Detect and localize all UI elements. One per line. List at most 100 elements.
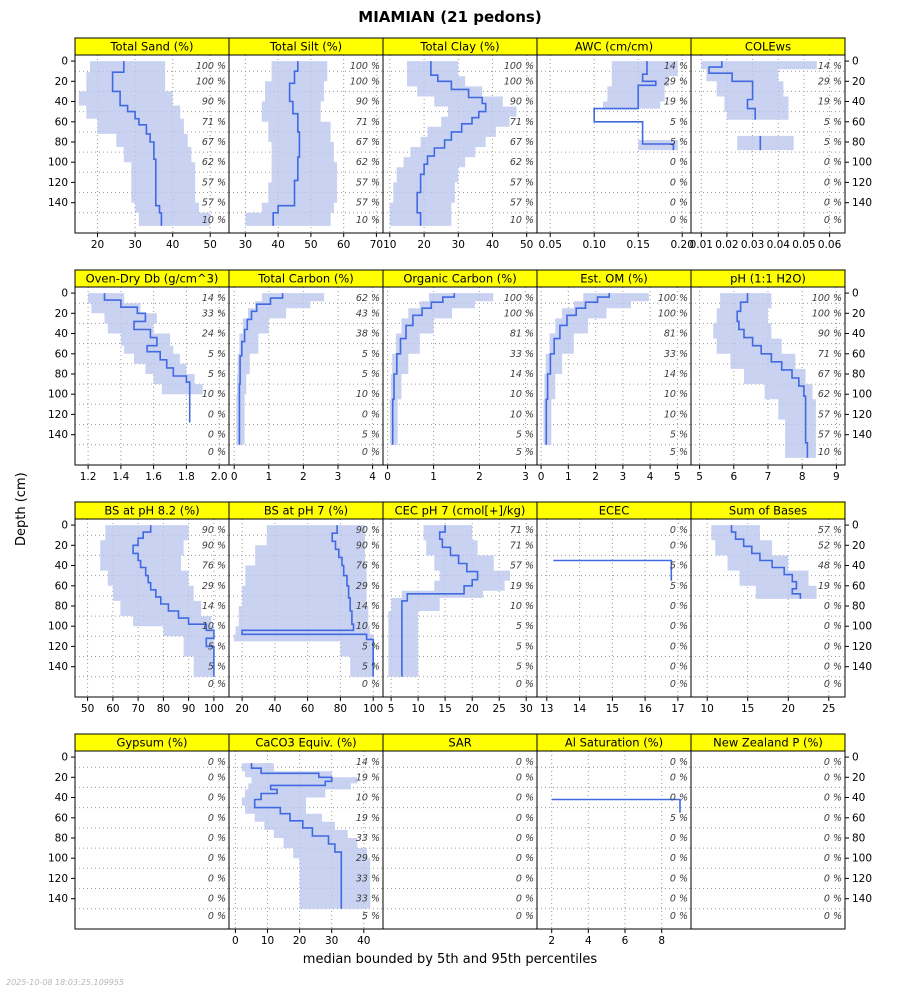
- depth-tick-label: 20: [55, 540, 68, 552]
- x-tick-label: 5: [674, 471, 681, 483]
- contributing-fraction-label: 0 %: [670, 157, 688, 168]
- x-tick-label: 60: [337, 239, 350, 251]
- contributing-fraction-label: 0 %: [824, 198, 842, 209]
- panel-organic-carbon: 100 % 100 % 81 % 33 % 14 % 10 % 10 % 5 % 5 % Orga…: [382, 269, 538, 483]
- contributing-fraction-label: 0 %: [208, 853, 226, 864]
- contributing-fraction-label: 5 %: [670, 561, 688, 572]
- percentile-band: [388, 525, 510, 677]
- panel-bg: [691, 751, 845, 929]
- contributing-fraction-label: 0 %: [824, 662, 842, 673]
- contributing-fraction-label: 5 %: [516, 447, 534, 458]
- x-tick-label: 2.0: [211, 471, 228, 483]
- contributing-fraction-label: 0 %: [670, 793, 688, 804]
- x-tick-label: 0.06: [818, 239, 842, 251]
- contributing-fraction-label: 76 %: [202, 561, 226, 572]
- panel-bg: [537, 751, 691, 929]
- contributing-fraction-label: 0 %: [824, 813, 842, 824]
- x-tick-label: 0: [232, 935, 239, 947]
- x-tick-label: 1.4: [113, 471, 130, 483]
- x-tick-label: 0.10: [583, 239, 606, 251]
- contributing-fraction-label: 100 %: [350, 76, 380, 87]
- x-tick-label: 5: [388, 703, 395, 715]
- median-line: [391, 293, 456, 445]
- x-tick-label: 10: [411, 703, 424, 715]
- panel-bg: [75, 751, 229, 929]
- x-tick-label: 20: [466, 703, 479, 715]
- contributing-fraction-label: 57 %: [356, 198, 380, 209]
- contributing-fraction-label: 14 %: [202, 293, 226, 304]
- x-tick-label: 30: [325, 935, 338, 947]
- x-tick-label: 14: [573, 703, 587, 715]
- median-line: [241, 525, 375, 677]
- contributing-fraction-label: 0 %: [208, 772, 226, 783]
- contributing-fraction-label: 5 %: [824, 117, 842, 128]
- x-tick-label: 100: [204, 703, 224, 715]
- contributing-fraction-label: 10 %: [510, 215, 534, 226]
- contributing-fraction-label: 33 %: [202, 308, 226, 319]
- median-line: [730, 525, 802, 599]
- x-tick-label: 3: [620, 471, 627, 483]
- depth-tick-label: 40: [55, 328, 68, 340]
- panel-ph-1-1-h2o: 100 % 100 % 90 % 71 % 67 % 62 % 57 % 57 % 10 % pH…: [690, 269, 846, 483]
- x-tick-label: 1.8: [178, 471, 195, 483]
- panel-bs-at-ph-8-2: 90 % 90 % 76 % 29 % 14 % 10 % 5 % 5 % 0 % BS at p…: [74, 501, 230, 715]
- contributing-fraction-label: 0 %: [362, 447, 380, 458]
- x-tick-label: 30: [239, 239, 252, 251]
- contributing-fraction-label: 0 %: [516, 833, 534, 844]
- contributing-fraction-label: 62 %: [356, 157, 380, 168]
- depth-tick-label: 40: [55, 96, 68, 108]
- panel-strip: [690, 37, 846, 56]
- contributing-fraction-label: 0 %: [670, 772, 688, 783]
- x-tick-label: 0.01: [690, 239, 713, 251]
- contributing-fraction-label: 90 %: [202, 525, 226, 536]
- panel-title: ECEC: [599, 504, 630, 518]
- percentile-band: [737, 135, 794, 151]
- depth-tick-label: 20: [852, 76, 865, 88]
- contributing-fraction-label: 0 %: [516, 911, 534, 922]
- contributing-fraction-label: 5 %: [362, 369, 380, 380]
- contributing-fraction-label: 33 %: [356, 873, 380, 884]
- depth-tick-label: 100: [48, 853, 68, 865]
- depth-tick-label: 0: [852, 520, 859, 532]
- x-tick-label: 100: [363, 703, 383, 715]
- x-tick-label: 0.15: [627, 239, 650, 251]
- depth-tick-label: 40: [55, 560, 68, 572]
- x-tick-label: 6: [730, 471, 737, 483]
- x-tick-label: 15: [606, 703, 619, 715]
- contributing-fraction-label: 19 %: [664, 97, 688, 108]
- contributing-fraction-label: 57 %: [818, 409, 842, 420]
- x-tick-label: 10: [701, 703, 714, 715]
- contributing-fraction-label: 38 %: [356, 329, 380, 340]
- panel-strip: [690, 269, 846, 288]
- x-tick-label: 0.04: [767, 239, 791, 251]
- x-tick-label: 70: [370, 239, 383, 251]
- x-tick-label: 3: [335, 471, 342, 483]
- contributing-fraction-label: 100 %: [812, 293, 842, 304]
- percentile-band: [638, 140, 678, 151]
- median-line: [736, 293, 809, 458]
- x-tick-label: 25: [822, 703, 835, 715]
- contributing-fraction-label: 0 %: [824, 793, 842, 804]
- contributing-fraction-label: 0 %: [670, 911, 688, 922]
- contributing-fraction-label: 71 %: [510, 117, 534, 128]
- depth-tick-label: 60: [55, 580, 68, 592]
- depth-tick-label: 120: [48, 409, 68, 421]
- depth-tick-label: 140: [48, 429, 68, 441]
- contributing-fraction-label: 10 %: [510, 389, 534, 400]
- percentile-band: [701, 61, 817, 120]
- depth-tick-label: 0: [852, 56, 859, 68]
- contributing-fraction-label: 33 %: [664, 349, 688, 360]
- contributing-fraction-label: 0 %: [670, 833, 688, 844]
- contributing-fraction-label: 81 %: [664, 329, 688, 340]
- x-tick-label: 9: [833, 471, 840, 483]
- contributing-fraction-label: 0 %: [670, 757, 688, 768]
- contributing-fraction-label: 19 %: [356, 772, 380, 783]
- panel-total-sand: 100 % 100 % 90 % 71 % 67 % 62 % 57 % 57 % 10 % To…: [74, 37, 230, 251]
- contributing-fraction-label: 0 %: [670, 215, 688, 226]
- depth-tick-label: 40: [852, 792, 865, 804]
- contributing-fraction-label: 29 %: [356, 581, 380, 592]
- contributing-fraction-label: 0 %: [824, 157, 842, 168]
- contributing-fraction-label: 29 %: [664, 76, 688, 87]
- contributing-fraction-label: 5 %: [362, 641, 380, 652]
